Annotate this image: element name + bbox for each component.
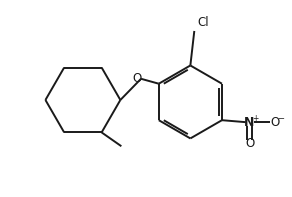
Text: O: O (271, 116, 280, 129)
Text: Cl: Cl (197, 16, 209, 29)
Text: −: − (278, 114, 285, 123)
Text: O: O (245, 137, 254, 150)
Text: N: N (244, 116, 255, 129)
Text: +: + (252, 114, 258, 123)
Text: O: O (133, 72, 142, 85)
